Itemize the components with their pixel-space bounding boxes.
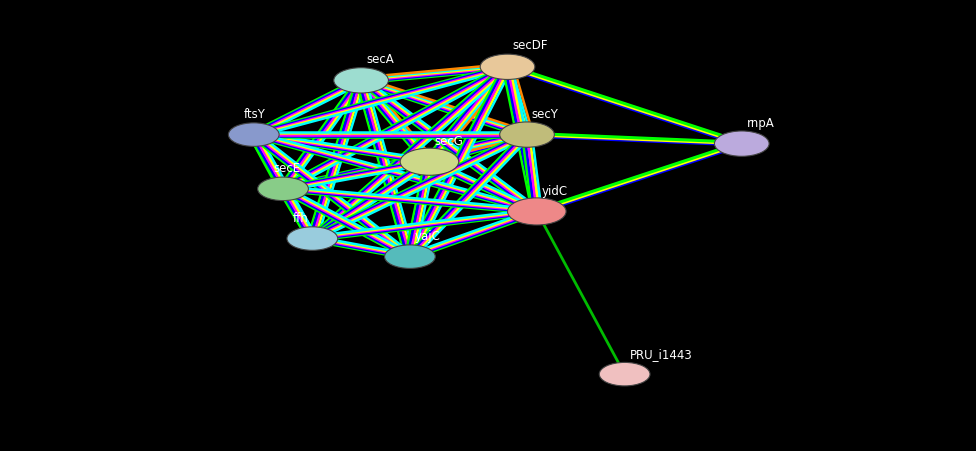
Text: yajC: yajC [415,230,441,243]
Circle shape [599,363,650,386]
Circle shape [400,149,459,176]
Circle shape [500,123,554,148]
Circle shape [334,69,388,94]
Text: secA: secA [366,52,393,65]
Circle shape [258,178,308,201]
Circle shape [287,227,338,251]
Text: ffh: ffh [293,212,308,225]
Text: rnpA: rnpA [747,117,774,130]
Circle shape [385,245,435,269]
Text: PRU_i1443: PRU_i1443 [630,347,692,360]
Text: secG: secG [434,135,464,148]
Text: secY: secY [532,108,559,121]
Circle shape [508,198,566,226]
Text: secE: secE [273,162,301,175]
Text: ftsY: ftsY [244,108,265,121]
Circle shape [228,124,279,147]
Text: yidC: yidC [542,184,568,198]
Text: secDF: secDF [512,39,548,52]
Circle shape [480,55,535,80]
Circle shape [714,132,769,157]
